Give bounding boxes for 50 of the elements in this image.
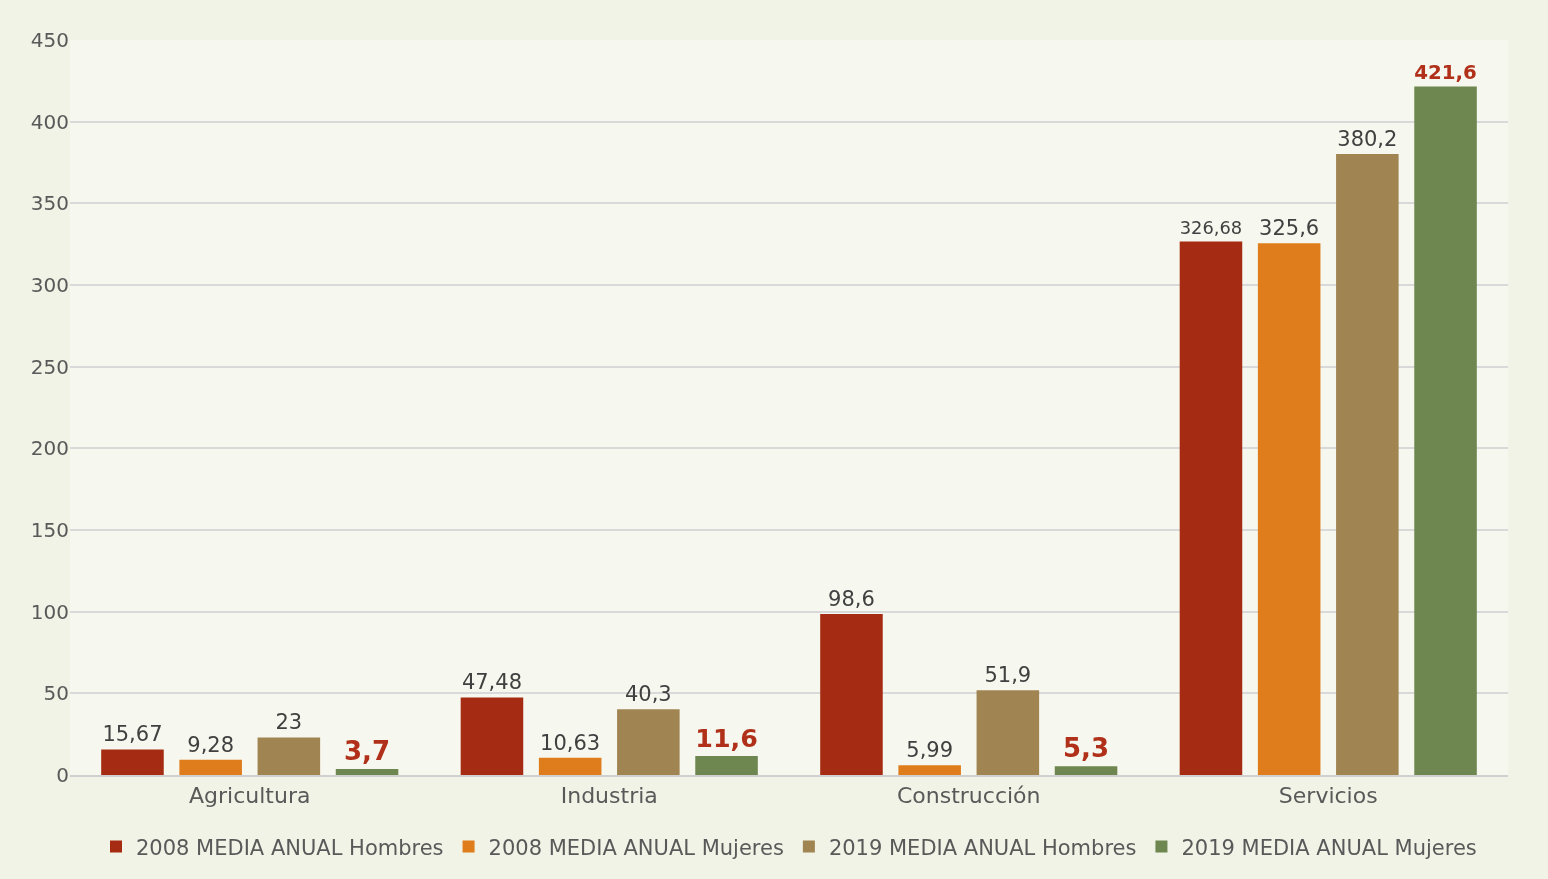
bar — [1179, 241, 1243, 775]
y-tick-label: 300 — [30, 273, 69, 297]
bar — [898, 765, 961, 775]
y-tick-label: 200 — [30, 436, 69, 461]
data-label: 51,9 — [984, 663, 1032, 688]
data-label: 15,67 — [102, 722, 163, 747]
data-label: 325,6 — [1259, 216, 1320, 241]
bar — [538, 757, 602, 775]
y-tick-label: 250 — [30, 354, 69, 379]
legend-label: 2019 MEDIA ANUAL Mujeres — [1181, 835, 1477, 860]
bar — [335, 768, 399, 775]
data-label: 380,2 — [1337, 127, 1398, 152]
y-tick-label: 0 — [56, 763, 69, 787]
data-label: 23 — [275, 710, 303, 735]
bar — [1336, 154, 1399, 775]
x-tick-label: Agricultura — [189, 783, 311, 809]
data-label: 421,6 — [1414, 60, 1477, 84]
data-label: 3,7 — [344, 735, 391, 766]
x-tick-label: Industria — [560, 783, 658, 809]
data-label: 98,6 — [828, 586, 875, 611]
bar — [1414, 86, 1477, 775]
data-label: 5,99 — [906, 738, 954, 763]
bar — [820, 613, 883, 775]
y-tick-label: 450 — [30, 28, 69, 52]
bar — [976, 690, 1040, 775]
data-label: 47,48 — [461, 670, 523, 695]
bar — [1257, 243, 1321, 775]
x-tick-label: Servicios — [1278, 783, 1378, 809]
bar — [695, 756, 758, 775]
legend-label: 2008 MEDIA ANUAL Hombres — [136, 835, 444, 860]
data-label: 11,6 — [695, 723, 758, 754]
legend-label: 2008 MEDIA ANUAL Mujeres — [488, 835, 784, 860]
data-label: 5,3 — [1063, 733, 1110, 764]
bar — [617, 709, 680, 775]
bar — [1054, 766, 1118, 775]
bar — [101, 749, 164, 775]
y-tick-label: 150 — [30, 518, 69, 542]
y-tick-label: 350 — [30, 191, 69, 216]
bar — [179, 759, 242, 775]
data-label: 40,3 — [624, 682, 672, 707]
data-label: 10,63 — [540, 730, 601, 755]
y-tick-label: 400 — [30, 109, 69, 134]
y-tick-label: 100 — [30, 599, 69, 624]
y-tick-label: 50 — [43, 681, 69, 706]
data-label: 326,68 — [1179, 217, 1243, 239]
bar — [460, 697, 524, 775]
x-tick-label: Construcción — [896, 783, 1041, 809]
data-label: 9,28 — [187, 732, 235, 757]
bar — [257, 737, 321, 775]
legend-label: 2019 MEDIA ANUAL Hombres — [828, 835, 1137, 860]
